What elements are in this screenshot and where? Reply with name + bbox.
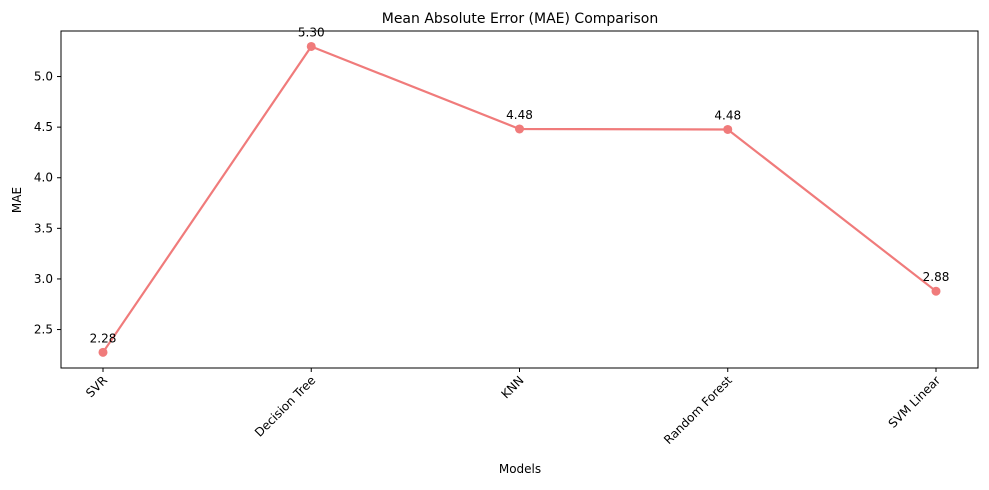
x-tick-label: SVM Linear xyxy=(886,373,944,431)
data-point-marker xyxy=(515,124,524,134)
y-tick-label: 3.5 xyxy=(34,221,53,235)
data-point-marker xyxy=(931,286,941,296)
data-labels: 2.28 5.30 4.48 4.48 2.88 xyxy=(90,25,950,345)
y-axis: 2.5 3.0 3.5 4.0 4.5 5.0 xyxy=(34,70,61,337)
y-tick-label: 5.0 xyxy=(34,70,53,84)
series-line xyxy=(102,45,937,353)
x-tick-label: Decision Tree xyxy=(252,373,318,439)
y-tick-label: 4.5 xyxy=(34,120,53,134)
data-point-marker xyxy=(306,41,316,51)
x-axis: SVR Decision Tree KNN Random Forest SVM Line… xyxy=(83,368,943,447)
plot-area-frame xyxy=(60,30,979,369)
data-label: 4.48 xyxy=(506,108,533,122)
chart-title: Mean Absolute Error (MAE) Comparison xyxy=(382,11,659,27)
y-axis-label: MAE xyxy=(10,187,24,213)
data-label: 2.88 xyxy=(923,270,950,284)
x-tick-label: KNN xyxy=(498,373,526,401)
y-tick-label: 2.5 xyxy=(34,323,53,337)
x-tick-label: Random Forest xyxy=(661,373,735,447)
y-tick-label: 3.0 xyxy=(34,272,53,286)
data-label: 5.30 xyxy=(298,25,325,39)
data-label: 2.28 xyxy=(90,331,117,345)
x-axis-label: Models xyxy=(499,462,541,476)
x-tick-label: SVR xyxy=(83,373,110,400)
data-label: 4.48 xyxy=(714,108,741,122)
data-point-marker xyxy=(98,347,108,357)
data-point-marker xyxy=(723,124,733,134)
series-mae xyxy=(98,41,941,357)
y-tick-label: 4.0 xyxy=(34,171,53,185)
